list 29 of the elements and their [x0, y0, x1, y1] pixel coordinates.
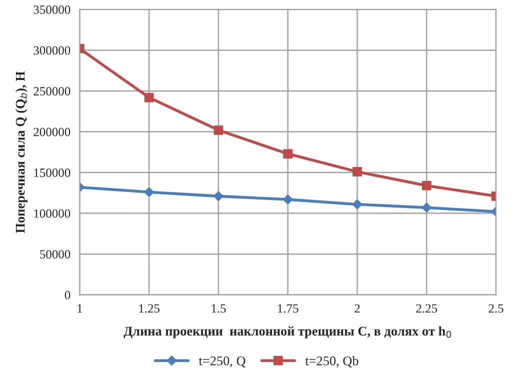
point [352, 199, 362, 210]
x-tick-label: 1.25 [139, 304, 160, 313]
x-tick-label: 1.75 [278, 304, 298, 313]
point [282, 194, 293, 204]
y-tick-label: 0 [64, 290, 70, 300]
y-tick-label: 300000 [34, 46, 70, 55]
x-tick-label: 2 [354, 304, 360, 313]
y-tick-label: 100000 [34, 209, 70, 218]
y-tick-label: 250000 [34, 87, 70, 96]
legend-label: t=250, Qb [305, 356, 358, 368]
y-tick-label: 150000 [34, 168, 70, 177]
point [214, 125, 224, 135]
point [144, 92, 154, 102]
point [422, 202, 432, 213]
x-axis-title: Длина проекции наклонной трещины С, в долях от h$_{0}$ [124, 326, 452, 338]
y-tick-label: 50000 [40, 250, 70, 259]
point [283, 149, 293, 158]
x-tick-label: 2.5 [488, 304, 504, 313]
point [214, 191, 224, 202]
x-tick-label: 1.5 [212, 304, 226, 313]
x-tick-label: 2.25 [416, 304, 438, 313]
legend-label: t=250, Q [198, 356, 246, 368]
point [422, 180, 432, 190]
point [352, 167, 362, 176]
y-tick-label: 200000 [34, 128, 70, 136]
x-tick-label: 1 [78, 304, 82, 313]
y-tick-label: 350000 [34, 5, 70, 14]
point [144, 187, 154, 198]
y-axis-title: Поперечная сила Q (Q$_{b}$), Н [15, 71, 28, 234]
